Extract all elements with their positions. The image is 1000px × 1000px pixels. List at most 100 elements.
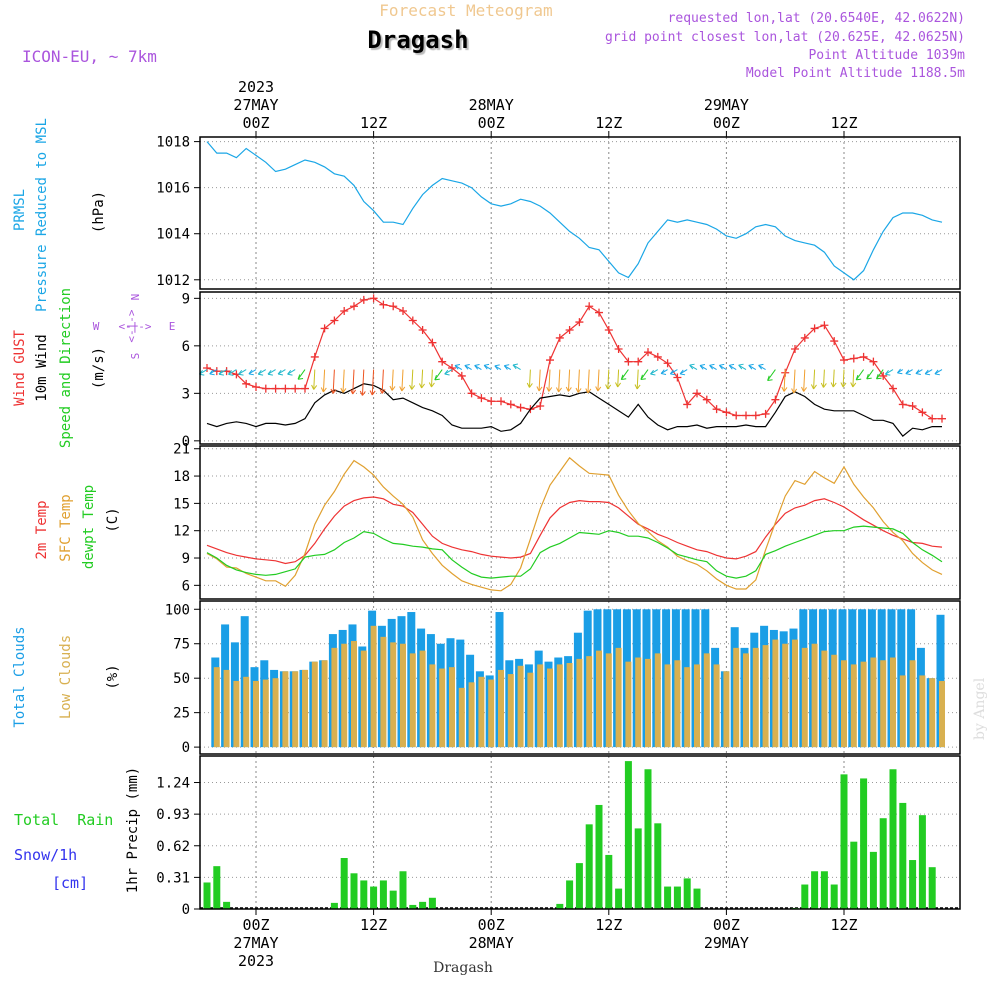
gust-point <box>418 326 427 334</box>
wind-arrow <box>617 369 620 388</box>
gust-point <box>702 395 711 404</box>
gust-point <box>340 307 349 315</box>
wind-arrow-head <box>418 383 425 389</box>
bar-low-clouds <box>645 658 651 748</box>
wind-arrow-head <box>660 369 667 375</box>
gust-point <box>536 402 545 410</box>
dew-label: dewpt Temp <box>81 485 97 569</box>
tsfc-label: SFC Temp <box>58 494 74 561</box>
wind-arrow-head <box>924 369 931 376</box>
bar-rain <box>428 897 436 909</box>
ytick-label-pressure: 1014 <box>156 227 190 243</box>
series-sfc-temp <box>206 456 943 592</box>
gust-point <box>693 389 701 398</box>
top-year-label: 2023 <box>238 78 274 96</box>
wind-arrow-head <box>218 369 224 376</box>
gust-point <box>683 400 692 409</box>
gust-point <box>712 405 721 414</box>
ytick-label-pressure: 1016 <box>156 181 190 197</box>
wind-arrow-head <box>767 375 773 382</box>
bar-rain <box>203 882 211 909</box>
wind-arrow-head <box>297 374 304 380</box>
bar-low-clouds <box>870 657 877 748</box>
wind-labels: Wind GUST 10m Wind Speed and Direction (… <box>12 288 175 448</box>
bar-low-clouds <box>939 680 945 748</box>
wind-arrow-head <box>781 386 788 392</box>
bottom-hour-label: 00Z <box>478 916 505 934</box>
bar-low-clouds <box>507 674 514 748</box>
cloud-unit: (%) <box>105 664 121 689</box>
frame-precip <box>199 755 961 910</box>
top-hour-label: 00Z <box>478 114 505 132</box>
bar-low-clouds <box>498 669 504 748</box>
bar-low-clouds <box>801 647 808 748</box>
bottom-date-label: 28MAY <box>469 934 514 952</box>
wind-arrow-head <box>474 364 480 370</box>
wind-arrow-head <box>399 386 406 392</box>
wind-arrow-head <box>248 369 254 376</box>
gust-point <box>310 352 319 361</box>
gust-point <box>663 359 672 368</box>
wind-arrow <box>567 369 571 392</box>
pressure-label-1: PRMSL <box>12 189 28 231</box>
wind-arrow-head <box>320 387 327 393</box>
model-name: ICON-EU, ~ 7km <box>22 47 157 66</box>
ytick-label-temperature: 6 <box>182 578 190 594</box>
gust-point <box>722 408 731 417</box>
wind-arrow <box>434 369 443 381</box>
bar-low-clouds <box>400 643 406 748</box>
wind-arrow <box>421 369 424 389</box>
wind-arrow <box>587 369 590 394</box>
ytick-label-clouds: 25 <box>173 706 190 722</box>
wind-arrow <box>597 369 600 392</box>
wind-arrow-head <box>228 370 234 376</box>
bar-rain <box>820 871 828 909</box>
gust-point <box>800 333 809 342</box>
wind-arrow-head <box>428 382 435 388</box>
wind-arrow-head <box>866 374 872 380</box>
gust-point <box>634 357 643 366</box>
ytick-label-pressure: 1018 <box>156 135 190 151</box>
gust-point <box>938 414 946 423</box>
top-title: Forecast Meteogram <box>379 1 552 20</box>
bar-rain <box>370 886 378 909</box>
temp-unit: (C) <box>105 507 121 532</box>
wind-arrow-head <box>830 382 837 388</box>
wind-arrow-head <box>257 369 264 376</box>
bar-low-clouds <box>282 671 289 748</box>
bottom-hour-label: 12Z <box>830 916 857 934</box>
wind-arrow-head <box>483 363 490 370</box>
wind-arrow <box>267 369 276 375</box>
gust-point <box>928 414 937 423</box>
wind-arrow <box>876 369 884 380</box>
ytick-label-temperature: 18 <box>173 469 190 485</box>
top-date-label: 27MAY <box>233 96 278 114</box>
wind-arrow <box>832 369 835 388</box>
bar-low-clouds <box>615 647 622 748</box>
ytick-label-precip: 0.62 <box>156 839 190 855</box>
gust-point <box>448 364 456 372</box>
bar-rain <box>389 890 397 909</box>
wind-arrow-head <box>277 369 284 376</box>
gust-point <box>898 400 907 409</box>
wind-arrow-head <box>555 387 562 393</box>
wind-arrow-head <box>820 382 827 388</box>
wind-arrow <box>577 369 580 393</box>
bar-low-clouds <box>429 664 436 748</box>
gust-point <box>330 316 339 325</box>
panel-pressure: 1012 1014 1016 1018 <box>156 135 961 290</box>
wind-arrow <box>257 369 267 375</box>
wind-arrow-head <box>650 369 656 376</box>
wind-arrow-head <box>267 369 273 376</box>
bar-rain <box>624 761 632 909</box>
gust-point <box>487 397 496 406</box>
wind-arrow <box>313 369 316 390</box>
gust-point <box>379 300 388 309</box>
wind-arrow-head <box>634 384 641 390</box>
wind-arrow <box>767 369 776 381</box>
bar-low-clouds <box>743 653 749 748</box>
pressure-unit: (hPa) <box>91 191 107 233</box>
bar-rain <box>379 880 387 909</box>
wind-arrow-head <box>615 382 622 388</box>
ytick-label-wind: 0 <box>182 434 190 450</box>
